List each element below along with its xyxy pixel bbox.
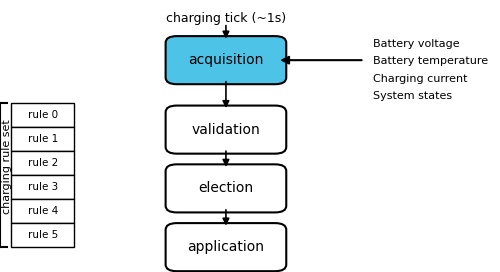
Text: Charging current: Charging current: [374, 74, 468, 84]
Text: Battery temperature: Battery temperature: [374, 57, 488, 66]
Bar: [12, 127, 74, 151]
Text: rule 4: rule 4: [28, 206, 58, 216]
Bar: [12, 199, 74, 223]
Text: Battery voltage: Battery voltage: [374, 39, 460, 49]
Bar: [12, 223, 74, 247]
Text: rule 2: rule 2: [28, 158, 58, 168]
Bar: [12, 175, 74, 199]
FancyBboxPatch shape: [166, 223, 286, 271]
Text: application: application: [188, 240, 264, 254]
Text: System states: System states: [374, 91, 452, 101]
Bar: [12, 103, 74, 127]
FancyBboxPatch shape: [166, 106, 286, 154]
Text: rule 3: rule 3: [28, 182, 58, 192]
Text: charging rule set: charging rule set: [2, 120, 12, 214]
Text: rule 1: rule 1: [28, 134, 58, 144]
Text: validation: validation: [192, 123, 260, 137]
FancyBboxPatch shape: [166, 36, 286, 84]
Text: acquisition: acquisition: [188, 53, 264, 67]
Text: election: election: [198, 181, 254, 195]
Text: charging tick (~1s): charging tick (~1s): [166, 12, 286, 25]
Text: rule 5: rule 5: [28, 230, 58, 240]
FancyBboxPatch shape: [166, 164, 286, 212]
Bar: [12, 151, 74, 175]
Text: rule 0: rule 0: [28, 110, 58, 120]
